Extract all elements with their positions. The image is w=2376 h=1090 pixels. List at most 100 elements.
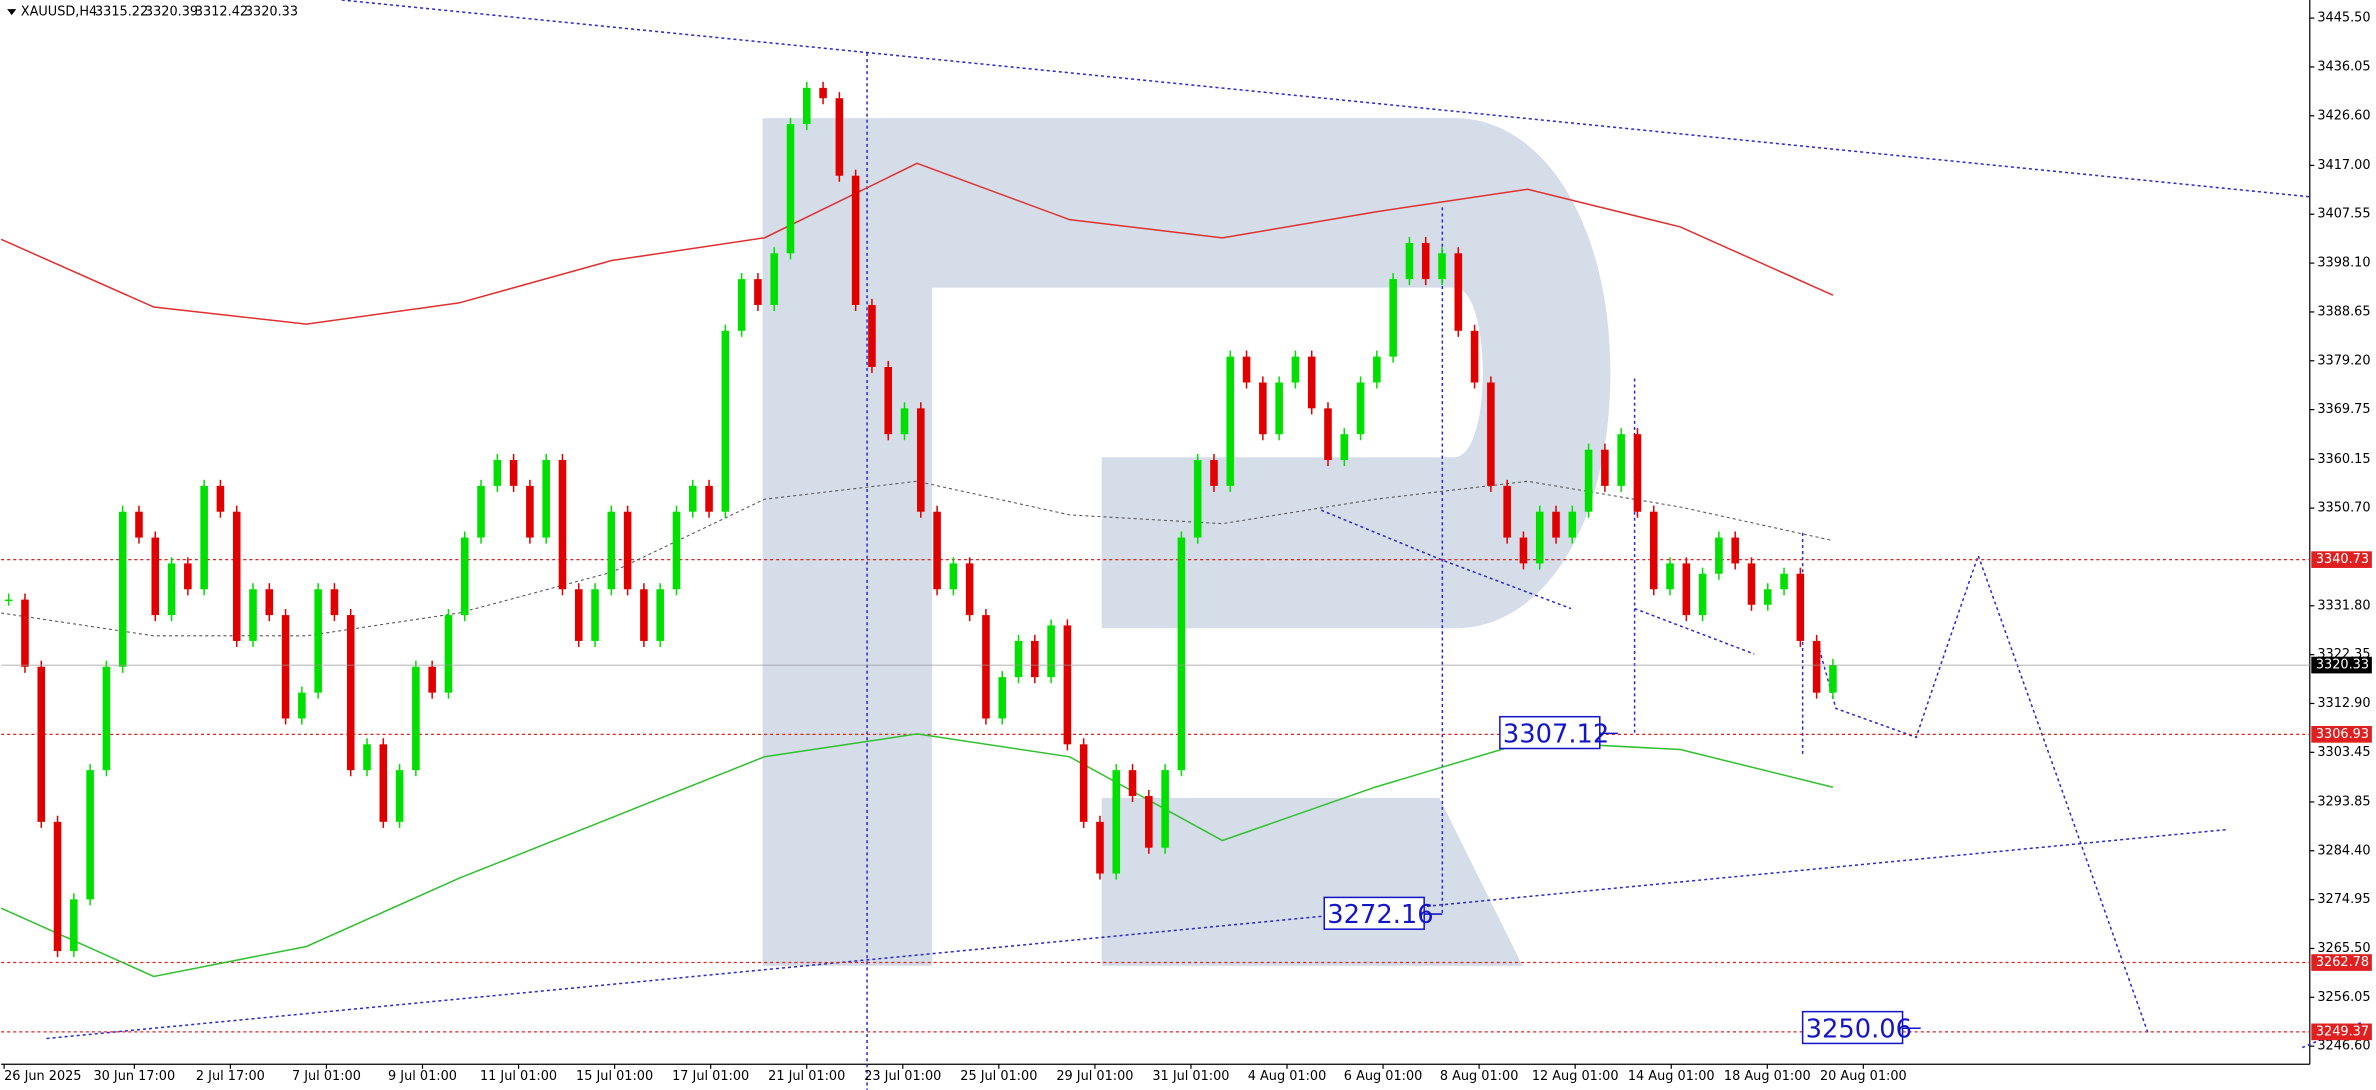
candle [102, 666, 111, 771]
x-tick-label: 7 Jul 01:00 [292, 1069, 361, 1084]
x-tick-label: 6 Aug 01:00 [1344, 1069, 1423, 1084]
candle [4, 599, 13, 602]
candle [1715, 537, 1723, 574]
candle [1796, 573, 1805, 641]
level-label: 3249.37 [2316, 1024, 2369, 1039]
last-price-tag [2311, 656, 2372, 674]
candle [1307, 356, 1316, 409]
moving-average [0, 162, 1834, 325]
y-tick-label: 3360.15 [2317, 452, 2370, 467]
candle [1470, 330, 1479, 383]
candle [1454, 253, 1463, 331]
candle [802, 87, 811, 125]
candle [1324, 408, 1332, 461]
candle [917, 408, 925, 512]
candle [298, 692, 306, 719]
candle [1601, 449, 1609, 486]
candle [607, 511, 616, 590]
x-tick-label: 26 Jun 2025 [4, 1069, 81, 1084]
level-tag [2311, 954, 2372, 971]
x-tick-label: 20 Aug 01:00 [1820, 1069, 1907, 1084]
candle [786, 124, 795, 254]
candle [900, 408, 909, 435]
candle [1210, 460, 1218, 486]
level-label: 3340.73 [2316, 552, 2369, 567]
candle [884, 366, 893, 435]
y-tick-label: 3436.05 [2317, 59, 2370, 74]
candle [574, 589, 583, 641]
candle [1438, 253, 1446, 280]
candle [1405, 242, 1414, 280]
x-tick-label: 31 Jul 01:00 [1152, 1069, 1229, 1084]
candle [477, 485, 485, 538]
annotation-label: 3272.16 [1327, 900, 1433, 930]
candle [1649, 511, 1658, 590]
candle [395, 770, 404, 822]
candle [998, 677, 1007, 719]
candle [1666, 563, 1674, 590]
candle [1747, 563, 1756, 605]
y-tick-label: 3398.10 [2317, 256, 2370, 271]
candle [1373, 356, 1381, 383]
candle [933, 511, 941, 590]
candle [216, 485, 225, 512]
candle [737, 279, 746, 331]
y-tick-label: 3303.45 [2317, 745, 2370, 760]
candle [1145, 796, 1153, 848]
y-tick-label: 3426.60 [2317, 108, 2370, 123]
y-tick-label: 3246.60 [2317, 1039, 2370, 1054]
y-tick-label: 3417.00 [2317, 158, 2370, 173]
candle [1096, 821, 1104, 874]
y-tick-label: 3331.80 [2317, 598, 2370, 613]
x-tick-label: 18 Aug 01:00 [1724, 1069, 1811, 1084]
candle [70, 899, 78, 952]
y-tick-label: 3369.75 [2317, 402, 2370, 417]
candle [1698, 573, 1707, 616]
candle [1584, 449, 1593, 512]
candle [1780, 573, 1788, 590]
candle [200, 485, 208, 590]
candle [412, 666, 420, 771]
candle [1177, 537, 1186, 771]
x-tick-label: 4 Aug 01:00 [1248, 1069, 1327, 1084]
x-tick-label: 15 Jul 01:00 [576, 1069, 653, 1084]
candle [623, 511, 632, 590]
level-tag [2311, 1023, 2372, 1041]
candle [1047, 625, 1055, 678]
candle [330, 589, 339, 616]
candle [656, 589, 664, 641]
x-tick-label: 12 Aug 01:00 [1532, 1069, 1619, 1084]
x-tick-label: 29 Jul 01:00 [1056, 1069, 1133, 1084]
candle [151, 537, 160, 616]
x-tick-label: 2 Jul 17:00 [196, 1069, 265, 1084]
x-tick-label: 23 Jul 01:00 [864, 1069, 941, 1084]
candle [493, 460, 502, 486]
candle [509, 460, 518, 486]
x-tick-label: 8 Aug 01:00 [1440, 1069, 1519, 1084]
x-tick-label: 21 Jul 01:00 [768, 1069, 845, 1084]
x-tick-label: 11 Jul 01:00 [480, 1069, 557, 1084]
level-label: 3306.93 [2316, 727, 2369, 742]
candle [1633, 434, 1642, 512]
x-tick-label: 17 Jul 01:00 [672, 1069, 749, 1084]
y-tick-label: 3407.55 [2317, 207, 2370, 222]
candle [249, 589, 257, 641]
candle [1242, 356, 1251, 383]
candle [835, 98, 844, 176]
candle [542, 460, 550, 538]
candle [1829, 665, 1837, 693]
ohlc-value: 3320.33 [245, 5, 298, 20]
candle [705, 485, 713, 512]
candle [770, 253, 778, 305]
candle [1014, 640, 1023, 678]
x-tick-label: 9 Jul 01:00 [388, 1069, 457, 1084]
candle [965, 563, 974, 616]
ohlc-value: 3320.39 [145, 5, 198, 20]
candle [1226, 356, 1235, 486]
candle [868, 304, 876, 367]
x-tick-label: 30 Jun 17:00 [93, 1069, 175, 1084]
candle [558, 460, 567, 590]
candle [1063, 625, 1072, 745]
candle [1259, 382, 1267, 435]
